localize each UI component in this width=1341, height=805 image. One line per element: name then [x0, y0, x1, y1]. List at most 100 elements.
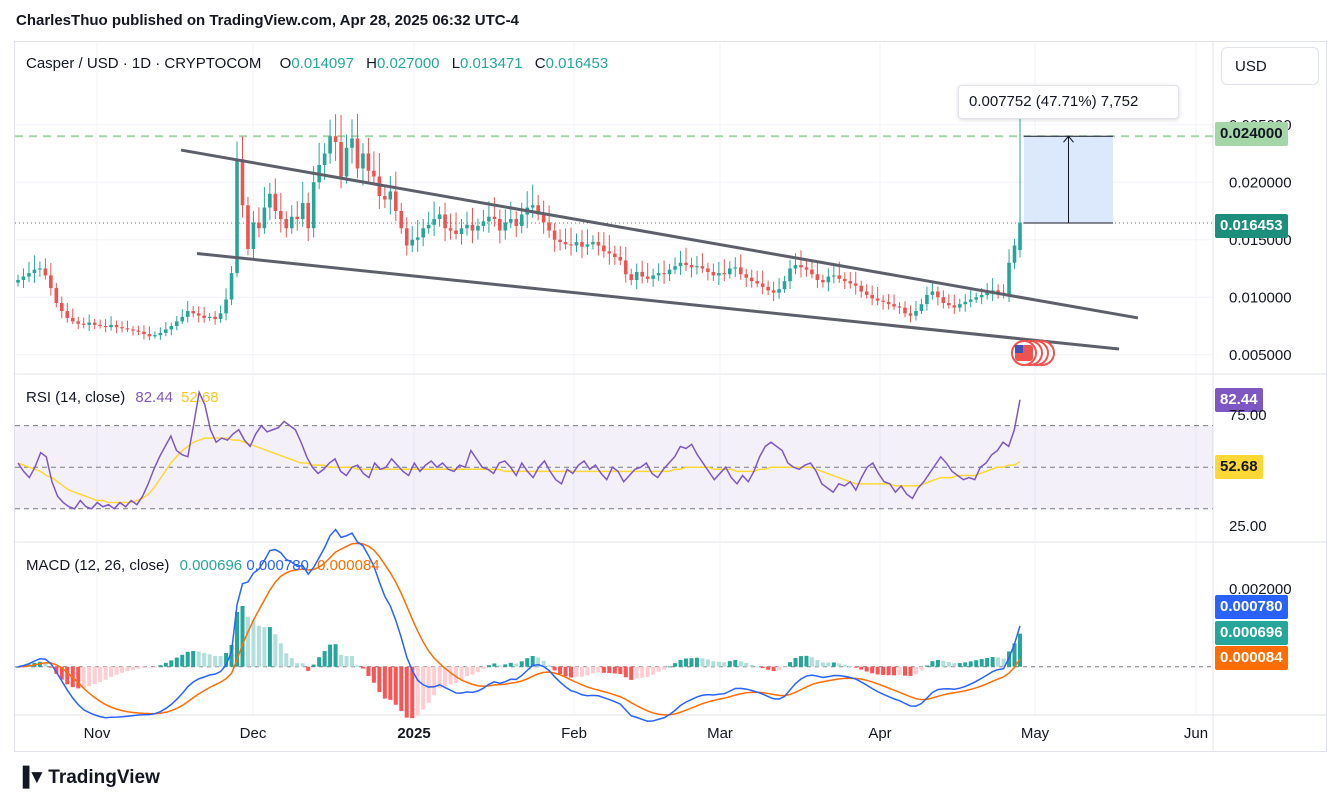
- candle-body: [810, 269, 814, 275]
- candle-body: [158, 332, 163, 336]
- candle-body: [1012, 245, 1017, 263]
- candle-body: [114, 324, 119, 328]
- candle-body: [706, 268, 710, 272]
- candle-body: [213, 316, 217, 320]
- time-tick-label: May: [1021, 725, 1050, 742]
- macd-histogram-bar: [919, 666, 924, 671]
- macd-histogram-bar: [700, 658, 705, 667]
- candle-body: [859, 285, 864, 292]
- macd-title[interactable]: MACD (12, 26, close): [26, 557, 170, 574]
- candle-body: [941, 297, 946, 303]
- candle-body: [875, 298, 880, 301]
- symbol-title[interactable]: Casper / USD · 1D · CRYPTOCOM: [26, 55, 262, 72]
- candle-body: [27, 273, 31, 277]
- candle-body: [328, 136, 332, 154]
- currency-button[interactable]: USD: [1221, 47, 1319, 85]
- macd-histogram-bar: [202, 653, 207, 667]
- candle-body: [744, 274, 749, 278]
- macd-histogram-bar: [311, 664, 316, 667]
- candle-body: [361, 153, 365, 169]
- candle-body: [49, 275, 53, 289]
- macd-histogram-bar: [519, 661, 524, 667]
- macd-histogram-bar: [913, 666, 918, 675]
- macd-histogram-bar: [262, 627, 267, 667]
- candle-body: [618, 257, 623, 261]
- candle-body: [295, 216, 300, 220]
- high-value: 0.027000: [376, 55, 440, 72]
- macd-histogram-bar: [306, 666, 311, 671]
- tradingview-logo[interactable]: ▐▼ TradingView: [16, 767, 160, 789]
- candle-body: [815, 274, 820, 280]
- candle-body: [147, 334, 152, 337]
- macd-histogram-bar: [448, 666, 453, 685]
- candle-body: [339, 142, 343, 177]
- macd-histogram-bar: [579, 666, 584, 677]
- candle-body: [268, 193, 272, 208]
- macd-histogram-bar: [694, 657, 699, 667]
- macd-histogram-bar: [788, 662, 793, 667]
- candle-body: [131, 329, 135, 331]
- rsi-title[interactable]: RSI (14, close): [26, 389, 126, 406]
- candle-body: [771, 290, 776, 293]
- candle-body: [777, 289, 781, 293]
- macd-histogram-bar: [147, 666, 152, 668]
- candle-body: [344, 147, 349, 177]
- candle-body: [218, 313, 223, 320]
- candle-body: [602, 245, 606, 252]
- candle-body: [897, 306, 902, 308]
- macd-histogram-bar: [355, 665, 360, 667]
- macd-histogram-bar: [366, 666, 371, 676]
- candle-body: [908, 313, 913, 316]
- macd-histogram-bar: [590, 666, 595, 674]
- macd-histogram-bar: [360, 666, 365, 669]
- rsi-ma-tag: 52.68: [1215, 455, 1263, 479]
- rsi-legend: RSI (14, close) 82.44 52.68: [26, 389, 219, 406]
- time-tick-label: Mar: [707, 725, 733, 742]
- candle-body: [174, 321, 179, 326]
- candle-body: [541, 214, 546, 223]
- candle-body: [996, 290, 1000, 293]
- price-tick-label: 0.020000: [1229, 174, 1292, 191]
- price-tick-label: 0.010000: [1229, 289, 1292, 306]
- candle-body: [793, 265, 798, 269]
- macd-histogram-bar: [957, 663, 962, 667]
- macd-histogram-bar: [842, 664, 847, 667]
- macd-histogram-bar: [892, 666, 897, 676]
- rsi-tick-25: 25.00: [1229, 518, 1267, 535]
- macd-histogram-bar: [464, 666, 469, 677]
- candle-body: [136, 330, 141, 332]
- candle-body: [355, 138, 360, 169]
- macd-histogram-bar: [634, 666, 639, 679]
- macd-histogram-bar: [185, 651, 190, 667]
- candle-body: [766, 286, 770, 291]
- macd-histogram-bar: [574, 666, 579, 677]
- candle-body: [120, 327, 124, 329]
- candle-body: [76, 321, 81, 324]
- candle-body: [372, 170, 376, 177]
- macd-histogram-bar: [410, 666, 415, 719]
- candle-body: [968, 299, 973, 302]
- candle-body: [782, 281, 787, 290]
- candle-body: [399, 211, 404, 229]
- candle-body: [508, 219, 513, 223]
- macd-histogram-bar: [415, 666, 420, 716]
- candle-body: [394, 191, 398, 211]
- candle-body: [580, 242, 584, 247]
- macd-histogram-bar: [333, 644, 338, 667]
- macd-line: [17, 528, 1021, 722]
- open-value: 0.014097: [291, 55, 354, 72]
- macd-histogram-bar: [673, 663, 678, 667]
- macd-histogram-bar: [727, 661, 732, 667]
- macd-histogram-bar: [174, 657, 179, 667]
- candle-body: [366, 153, 371, 171]
- macd-histogram-bar: [218, 656, 223, 667]
- macd-histogram-bar: [191, 650, 196, 667]
- candle-body: [607, 251, 612, 254]
- candle-body: [613, 253, 617, 257]
- candle-body: [81, 323, 86, 325]
- candle-body: [415, 237, 420, 240]
- rsi-ma-value: 52.68: [181, 389, 219, 406]
- candle-body: [251, 222, 256, 249]
- macd-histogram-bar: [16, 666, 20, 668]
